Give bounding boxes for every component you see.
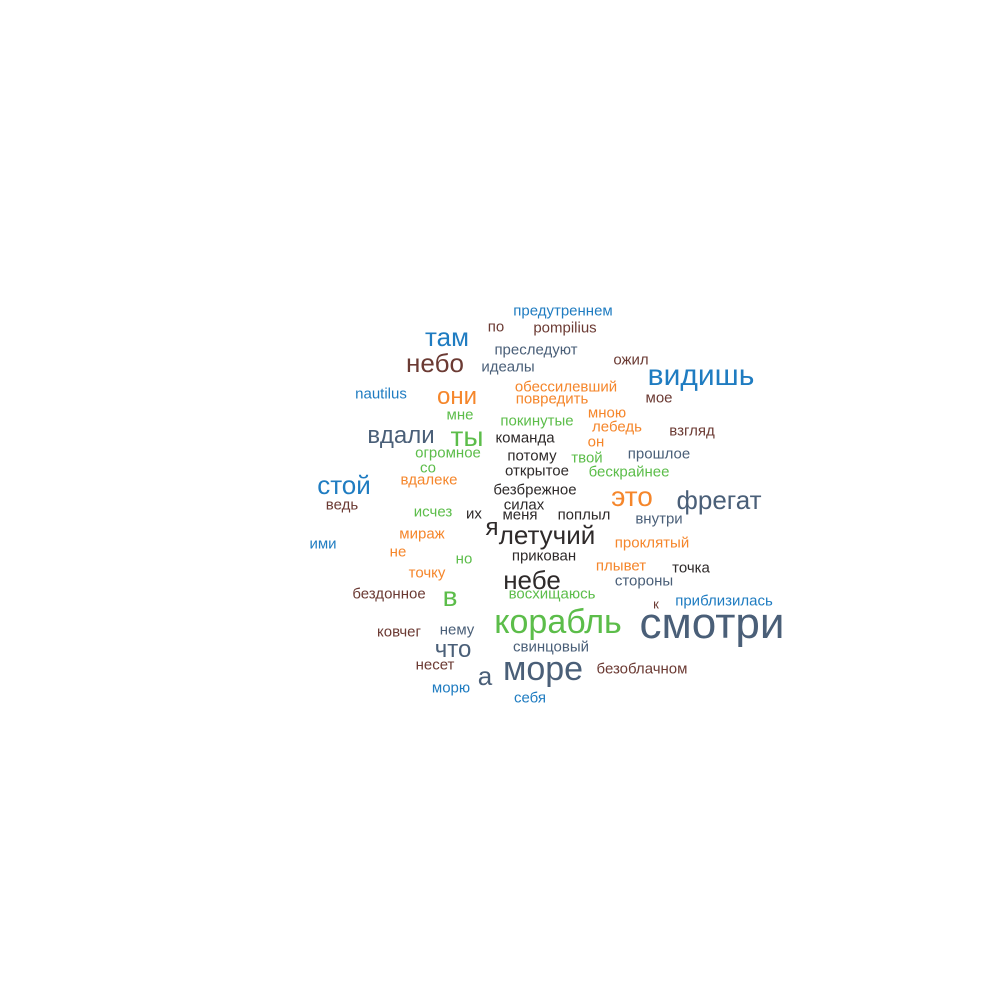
word-cloud-word: они	[436, 383, 478, 410]
word-cloud-word: бескрайнее	[588, 463, 670, 481]
word-cloud-word: в	[442, 581, 458, 612]
word-cloud-word: фрегат	[676, 485, 762, 515]
word-cloud-word: море	[502, 650, 584, 688]
word-cloud-word: вдали	[367, 422, 435, 449]
word-cloud-word: по	[487, 318, 505, 336]
word-cloud-word: ожил	[613, 351, 649, 369]
word-cloud-word: несет	[415, 656, 455, 674]
word-cloud-word: меня	[502, 506, 538, 524]
word-cloud-word: бездонное	[352, 585, 426, 603]
word-cloud-word: внутри	[635, 510, 683, 528]
word-cloud-word: я	[485, 514, 499, 541]
word-cloud-word: поплыл	[557, 506, 611, 524]
word-cloud-word: покинутые	[500, 412, 574, 430]
word-cloud-word: огромное	[415, 444, 481, 462]
word-cloud-word: не	[389, 543, 407, 561]
word-cloud-word: точка	[672, 559, 710, 577]
word-cloud-word: смотри	[639, 599, 785, 648]
word-cloud-word: что	[434, 636, 472, 663]
word-cloud-word: точку	[408, 564, 446, 582]
word-cloud-word: корабль	[494, 603, 622, 641]
word-cloud-word: к	[653, 596, 659, 612]
word-cloud-word: это	[611, 481, 653, 512]
word-cloud-word: он	[587, 433, 605, 451]
word-cloud-word: прошлое	[627, 445, 691, 463]
word-cloud-word: но	[455, 550, 473, 568]
word-cloud-word: плывет	[595, 557, 647, 575]
word-cloud-word: ведь	[325, 496, 359, 514]
word-cloud-word: летучий	[498, 520, 596, 550]
word-cloud-word: силах	[503, 496, 545, 514]
word-cloud-word: лебедь	[592, 418, 642, 436]
word-cloud-word: взгляд	[669, 422, 715, 440]
word-cloud-word: себя	[513, 689, 547, 707]
word-cloud-word: исчез	[413, 503, 453, 521]
word-cloud-word: их	[466, 505, 482, 523]
word-cloud-word: стороны	[614, 572, 674, 590]
word-cloud-word: проклятый	[614, 534, 690, 552]
word-cloud-word: безоблачном	[596, 660, 688, 678]
word-cloud-word: nautilus	[355, 385, 407, 403]
word-cloud-word: повредить	[515, 390, 589, 408]
word-cloud-word: открытое	[505, 462, 569, 480]
word-cloud-word: стой	[317, 470, 371, 500]
word-cloud-word: идеалы	[481, 358, 535, 376]
word-cloud-word: потому	[507, 447, 557, 465]
word-cloud-word: видишь	[647, 359, 755, 392]
word-cloud-word: предутреннем	[513, 302, 613, 320]
word-cloud-word: твой	[571, 449, 603, 467]
word-cloud-word: мне	[446, 406, 474, 424]
word-cloud-word: преследуют	[494, 341, 578, 359]
word-cloud-word: безбрежное	[493, 481, 577, 499]
word-cloud-word: небе	[503, 565, 561, 595]
word-cloud-word: небо	[406, 348, 464, 378]
word-cloud-word: морю	[431, 679, 471, 697]
word-cloud-word: а	[477, 661, 493, 691]
word-cloud-word: со	[419, 459, 437, 477]
word-cloud-word: мираж	[399, 525, 445, 543]
word-cloud-word: ими	[309, 535, 337, 553]
word-cloud-word: ты	[450, 421, 484, 452]
word-cloud-word: там	[425, 322, 469, 352]
word-cloud-word: ковчег	[377, 623, 421, 641]
word-cloud-word: прикован	[511, 547, 577, 565]
word-cloud-word: нему	[439, 621, 475, 639]
word-cloud-word: мною	[587, 404, 627, 422]
word-cloud-word: команда	[495, 429, 555, 447]
word-cloud-word: приблизилась	[675, 592, 773, 610]
word-cloud-word: восхищаюсь	[508, 585, 596, 603]
word-cloud-word: свинцовый	[512, 638, 590, 656]
word-cloud-word: обессилевший	[514, 378, 618, 396]
word-cloud-word: мое	[645, 389, 673, 407]
word-cloud-word: вдалеке	[400, 471, 458, 489]
word-cloud-word: pompilius	[533, 319, 597, 337]
